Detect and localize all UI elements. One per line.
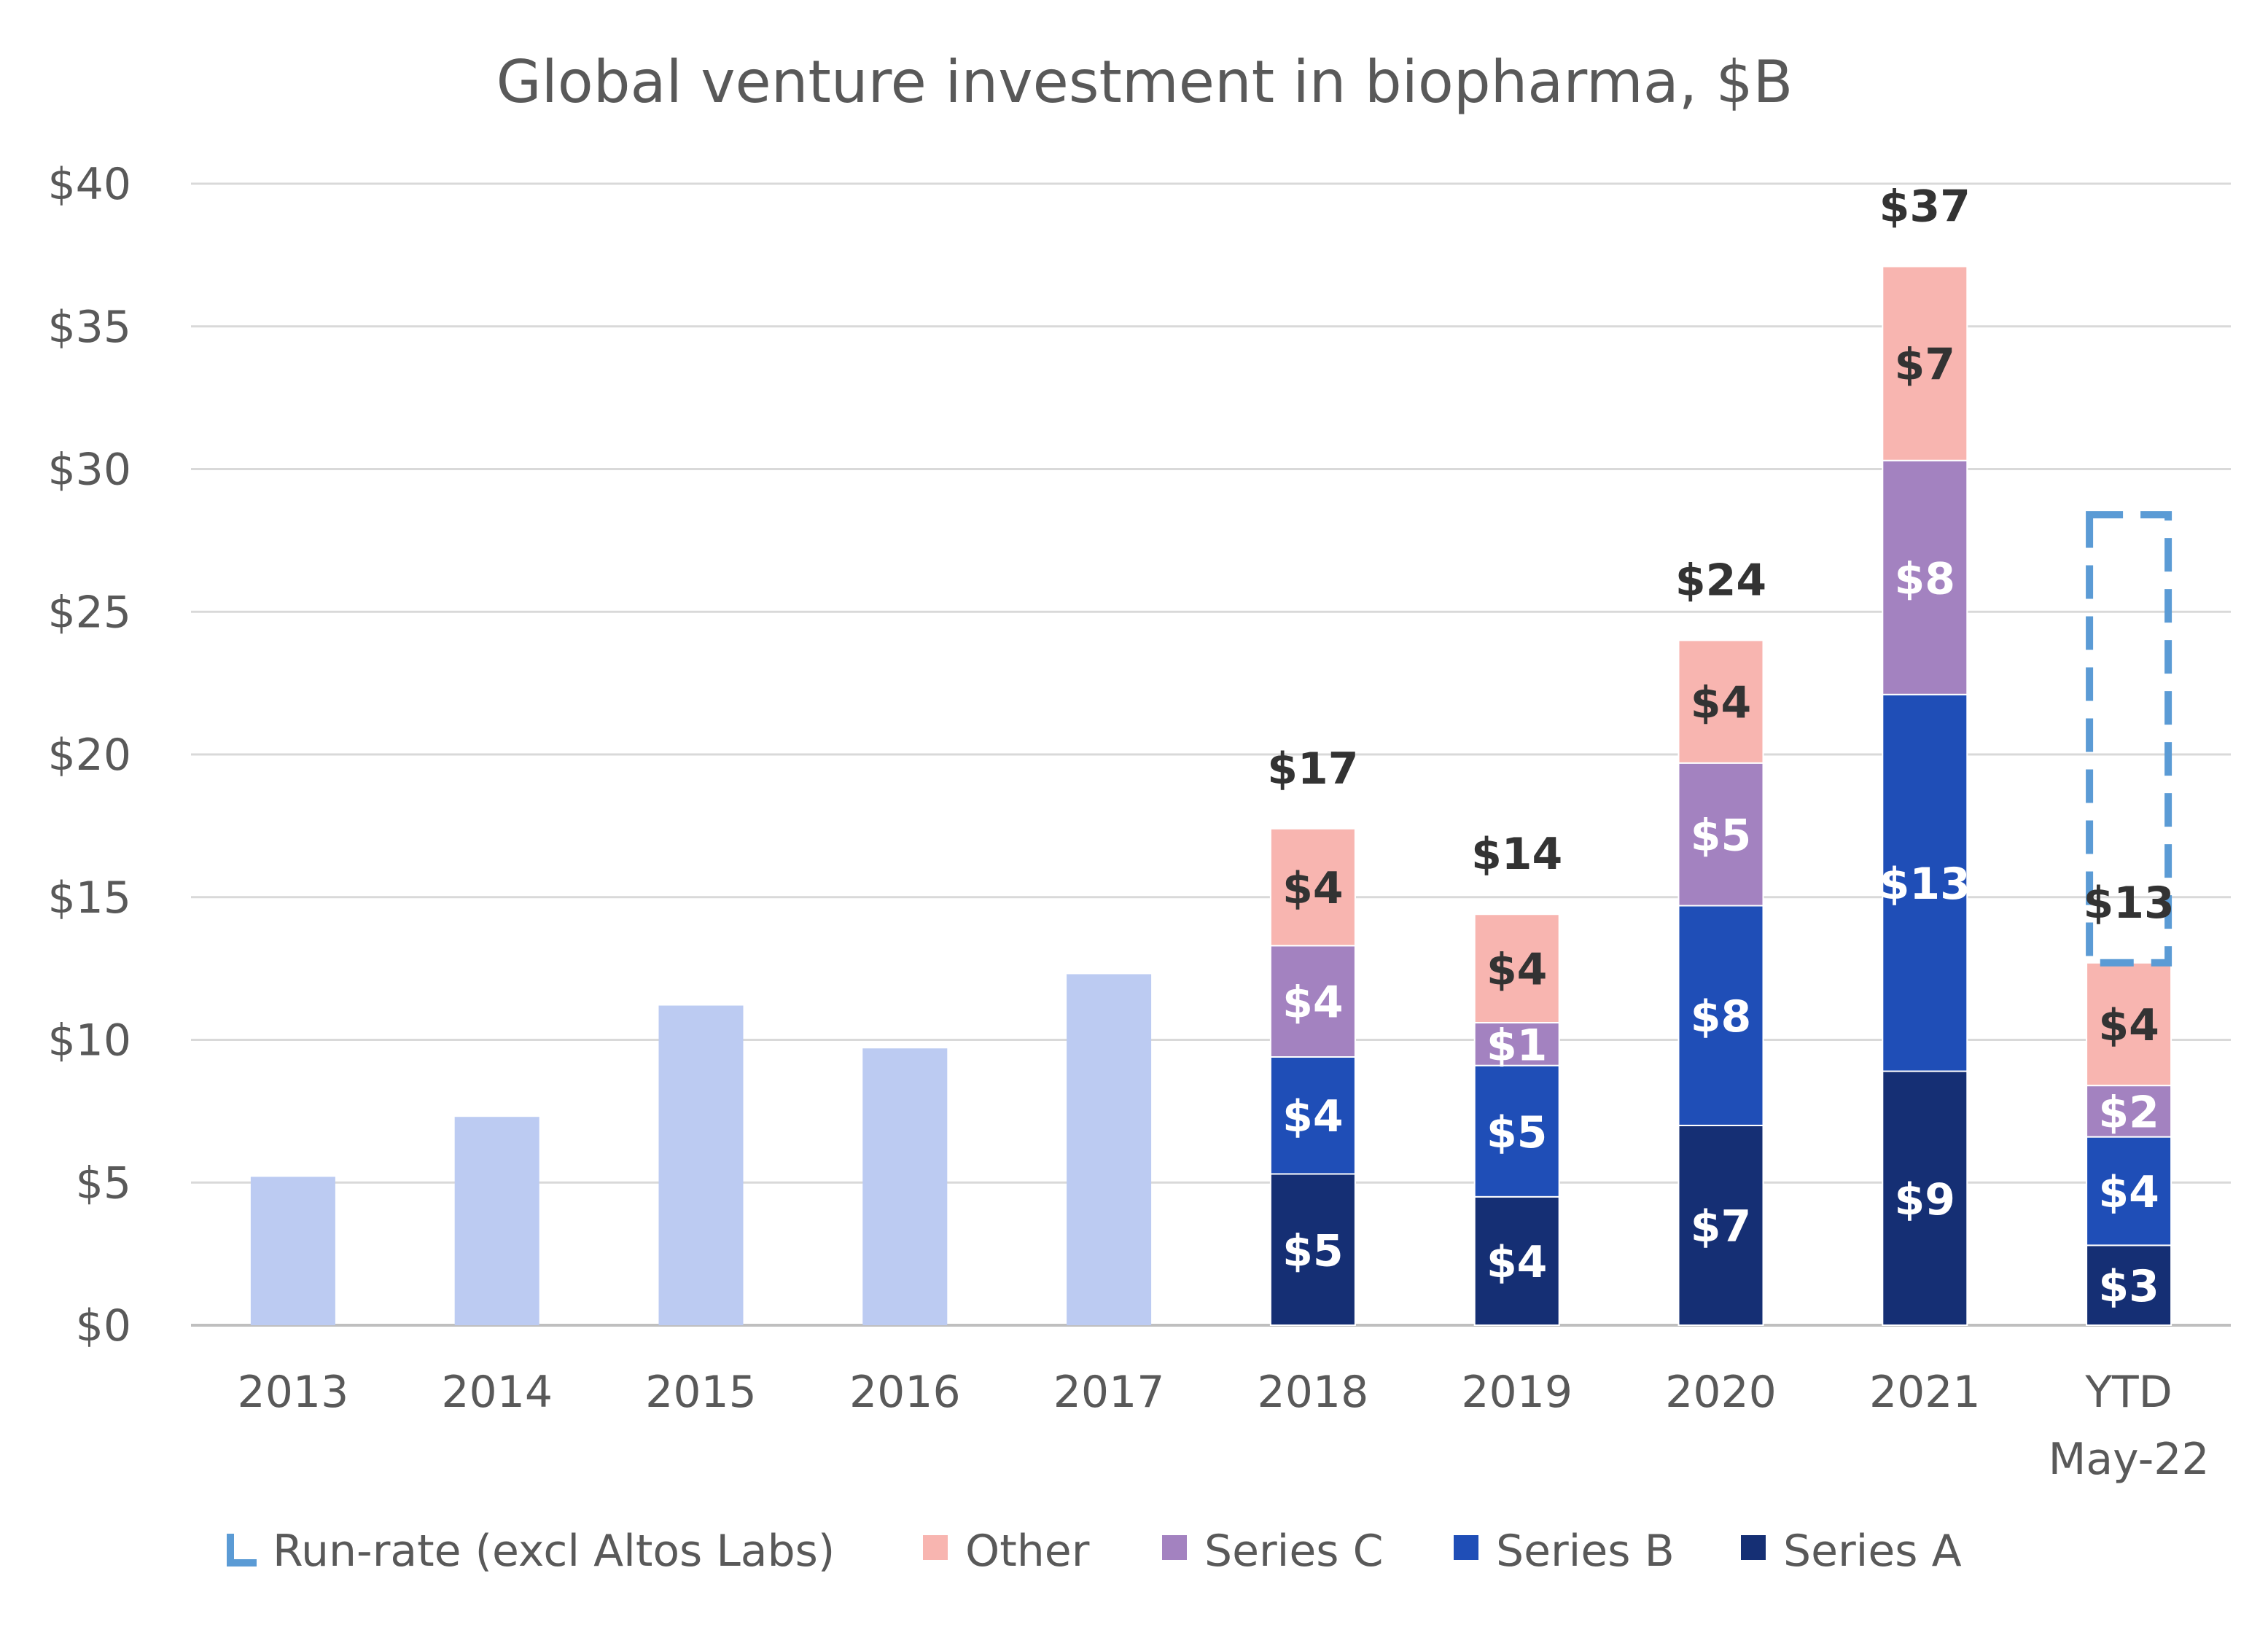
y-tick-label: $0 (76, 1300, 131, 1351)
x-tick-label: 2020 (1665, 1367, 1777, 1418)
segment-value-label: $8 (1691, 991, 1752, 1042)
bar-segment-series-c (1269, 945, 1356, 1058)
y-tick-label: $25 (47, 587, 131, 638)
x-tick-label: May-22 (2049, 1434, 2210, 1485)
x-tick-label: 2016 (849, 1367, 961, 1418)
bar-total-label: $14 (1471, 829, 1562, 880)
bar-total-label: $17 (1267, 744, 1358, 795)
bar-segment-series-b (1882, 693, 1968, 1072)
bar-segment-series-b (1473, 1064, 1560, 1198)
x-axis: 2013 2014 2015 2016 2017 2018 2019 2020 2021 YTD M… (238, 1367, 2210, 1485)
bar-total-label: $13 (2083, 878, 2174, 929)
chart-title: Global venture investment in biopharma, … (496, 48, 1793, 116)
segment-value-label: $4 (1486, 1237, 1548, 1288)
segment-value-label: $4 (1486, 945, 1548, 996)
bar-segment-series-a (2086, 1244, 2172, 1327)
segment-value-label: $9 (1895, 1174, 1956, 1225)
y-tick-label: $10 (47, 1015, 131, 1066)
legend-label-other: Other (965, 1526, 1090, 1577)
y-tick-label: $20 (47, 730, 131, 781)
legend-label-series-c: Series C (1204, 1526, 1383, 1577)
x-tick-label: 2014 (441, 1367, 553, 1418)
segment-value-label: $8 (1895, 553, 1956, 604)
segment-value-label: $13 (1879, 859, 1971, 910)
bar-segment-series-b (1269, 1056, 1356, 1175)
bars (250, 265, 2172, 1327)
segment-value-label: $4 (1282, 863, 1344, 914)
segment-value-label: $7 (1691, 1201, 1752, 1252)
bar-total (658, 1005, 744, 1325)
x-tick-label: 2013 (238, 1367, 349, 1418)
segment-value-label: $4 (1282, 978, 1344, 1029)
legend-swatch-series-c (1162, 1535, 1187, 1560)
x-tick-label: YTD (2084, 1367, 2172, 1418)
y-tick-label: $30 (47, 445, 131, 496)
x-tick-label: 2019 (1461, 1367, 1573, 1418)
segment-value-label: $4 (1691, 678, 1752, 729)
bar-segment-other (1269, 827, 1356, 947)
x-tick-label: 2015 (645, 1367, 757, 1418)
segment-value-label: $1 (1486, 1020, 1548, 1071)
y-tick-label: $35 (47, 302, 131, 353)
bar-segment-series-a (1677, 1124, 1764, 1326)
legend-label-run-rate-excl-altos-labs: Run-rate (excl Altos Labs) (273, 1526, 835, 1577)
y-tick-label: $40 (47, 159, 131, 210)
legend-swatch-other (923, 1535, 948, 1560)
bar-total (454, 1117, 539, 1325)
legend: Run-rate (excl Altos Labs) Other Series C S… (227, 1526, 1962, 1577)
bar-total (1067, 974, 1152, 1325)
x-tick-label: 2017 (1053, 1367, 1165, 1418)
bar-segment-series-a (1269, 1173, 1356, 1326)
x-tick-label: 2018 (1258, 1367, 1369, 1418)
bar-total-label: $37 (1879, 182, 1971, 233)
bar-segment-series-a (1882, 1070, 1968, 1326)
legend-label-series-b: Series B (1496, 1526, 1675, 1577)
bar-total (250, 1177, 335, 1325)
bar-total-label: $24 (1675, 555, 1766, 606)
legend-swatch-series-a (1741, 1535, 1766, 1560)
segment-value-label: $5 (1691, 811, 1752, 862)
x-tick-label: 2021 (1869, 1367, 1981, 1418)
y-axis: $0 $5 $10 $15 $20 $25 $30 $35 $40 (47, 159, 131, 1351)
bar-segment-other (1882, 265, 1968, 461)
bar-total (862, 1048, 948, 1325)
bar-segment-other (1677, 639, 1764, 764)
bar-segment-series-c (1882, 459, 1968, 695)
bar-segment-series-b (1677, 905, 1764, 1126)
bar-segment-series-a (1473, 1195, 1560, 1326)
legend-swatch-run-rate-excl-altos-labs (227, 1534, 257, 1566)
segment-value-label: $4 (2098, 1000, 2159, 1051)
segment-value-label: $3 (2098, 1261, 2159, 1312)
segment-value-label: $4 (1282, 1091, 1344, 1142)
segment-value-label: $2 (2098, 1087, 2159, 1138)
segment-value-label: $7 (1895, 340, 1956, 391)
segment-value-label: $5 (1282, 1225, 1344, 1276)
segment-value-label: $5 (1486, 1107, 1548, 1158)
bar-segment-other (1473, 913, 1560, 1024)
bar-segment-series-c (2086, 1085, 2172, 1138)
legend-swatch-series-b (1454, 1535, 1478, 1560)
segment-value-label: $4 (2098, 1167, 2159, 1218)
legend-label-series-a: Series A (1783, 1526, 1962, 1577)
bar-segment-series-b (2086, 1136, 2172, 1246)
y-tick-label: $15 (47, 873, 131, 924)
data-labels: $5 $4 $4 $4 $17 $4 $5 $1 $4 $14 $7 $8 $5 $4 $24 $9 $13 $8… (1267, 182, 2174, 1313)
bar-segment-other (2086, 961, 2172, 1087)
run-rate-box (2086, 511, 2172, 967)
y-tick-label: $5 (76, 1158, 131, 1209)
